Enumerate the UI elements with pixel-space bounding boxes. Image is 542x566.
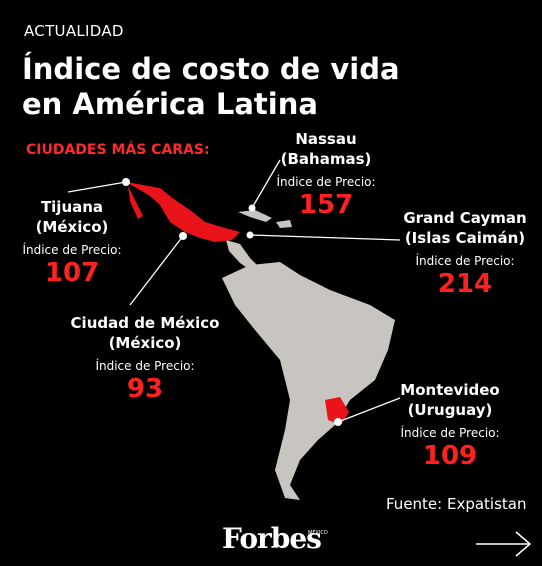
index-value: 214 xyxy=(437,269,493,299)
index-value: 93 xyxy=(126,374,164,404)
mexico xyxy=(126,182,240,242)
city-name: Ciudad de México xyxy=(70,314,220,332)
brand-edition: MÉXICO xyxy=(308,530,328,536)
city-dot xyxy=(248,204,256,212)
city-dots xyxy=(122,178,342,426)
city-country: (México) xyxy=(35,218,109,236)
city-country: (Uruguay) xyxy=(407,401,493,419)
index-label: Índice de Precio: xyxy=(95,359,195,373)
leader-line xyxy=(67,181,127,193)
index-label: Índice de Precio: xyxy=(276,175,376,189)
index-label: Índice de Precio: xyxy=(400,426,500,440)
city-label: Grand Cayman (Islas Caimán) Índice de Pr… xyxy=(365,208,542,299)
index-label: Índice de Precio: xyxy=(415,254,515,268)
index-value: 107 xyxy=(44,258,100,288)
city-dot xyxy=(334,418,342,426)
city-name: Grand Cayman xyxy=(403,209,527,227)
index-label: Índice de Precio: xyxy=(22,243,122,257)
city-country: (Bahamas) xyxy=(280,150,372,168)
city-label: Tijuana (México) Índice de Precio: 107 xyxy=(0,197,172,288)
brand-logo: Forbes xyxy=(222,522,322,555)
city-dot xyxy=(122,178,130,186)
city-label: Ciudad de México (México) Índice de Prec… xyxy=(45,313,245,404)
subtitle: CIUDADES MÁS CARAS: xyxy=(26,142,210,158)
baja-california xyxy=(128,186,143,219)
city-country: (México) xyxy=(108,334,182,352)
index-value: 109 xyxy=(422,441,478,471)
uruguay xyxy=(325,397,349,425)
next-arrow[interactable] xyxy=(476,531,532,557)
hispaniola xyxy=(276,220,292,228)
leader-line xyxy=(249,234,401,241)
city-country: (Islas Caimán) xyxy=(404,229,526,247)
central-america xyxy=(226,240,262,274)
south-america xyxy=(222,262,395,500)
city-name: Tijuana xyxy=(40,198,104,216)
section-label: ACTUALIDAD xyxy=(24,22,124,40)
leader-line xyxy=(251,159,281,209)
cuba xyxy=(238,210,272,222)
leader-lines xyxy=(67,159,401,423)
leader-line xyxy=(337,397,401,423)
city-label: Nassau (Bahamas) Índice de Precio: 157 xyxy=(226,129,426,220)
city-dot xyxy=(179,232,187,240)
city-dot xyxy=(246,231,254,239)
index-value: 157 xyxy=(298,190,354,220)
title: Índice de costo de vida en América Latin… xyxy=(22,52,400,121)
leader-line xyxy=(129,235,184,306)
city-name: Montevideo xyxy=(400,381,500,399)
source: Fuente: Expatistan xyxy=(386,495,527,513)
city-label: Montevideo (Uruguay) Índice de Precio: 1… xyxy=(350,380,542,471)
city-name: Nassau xyxy=(295,130,357,148)
